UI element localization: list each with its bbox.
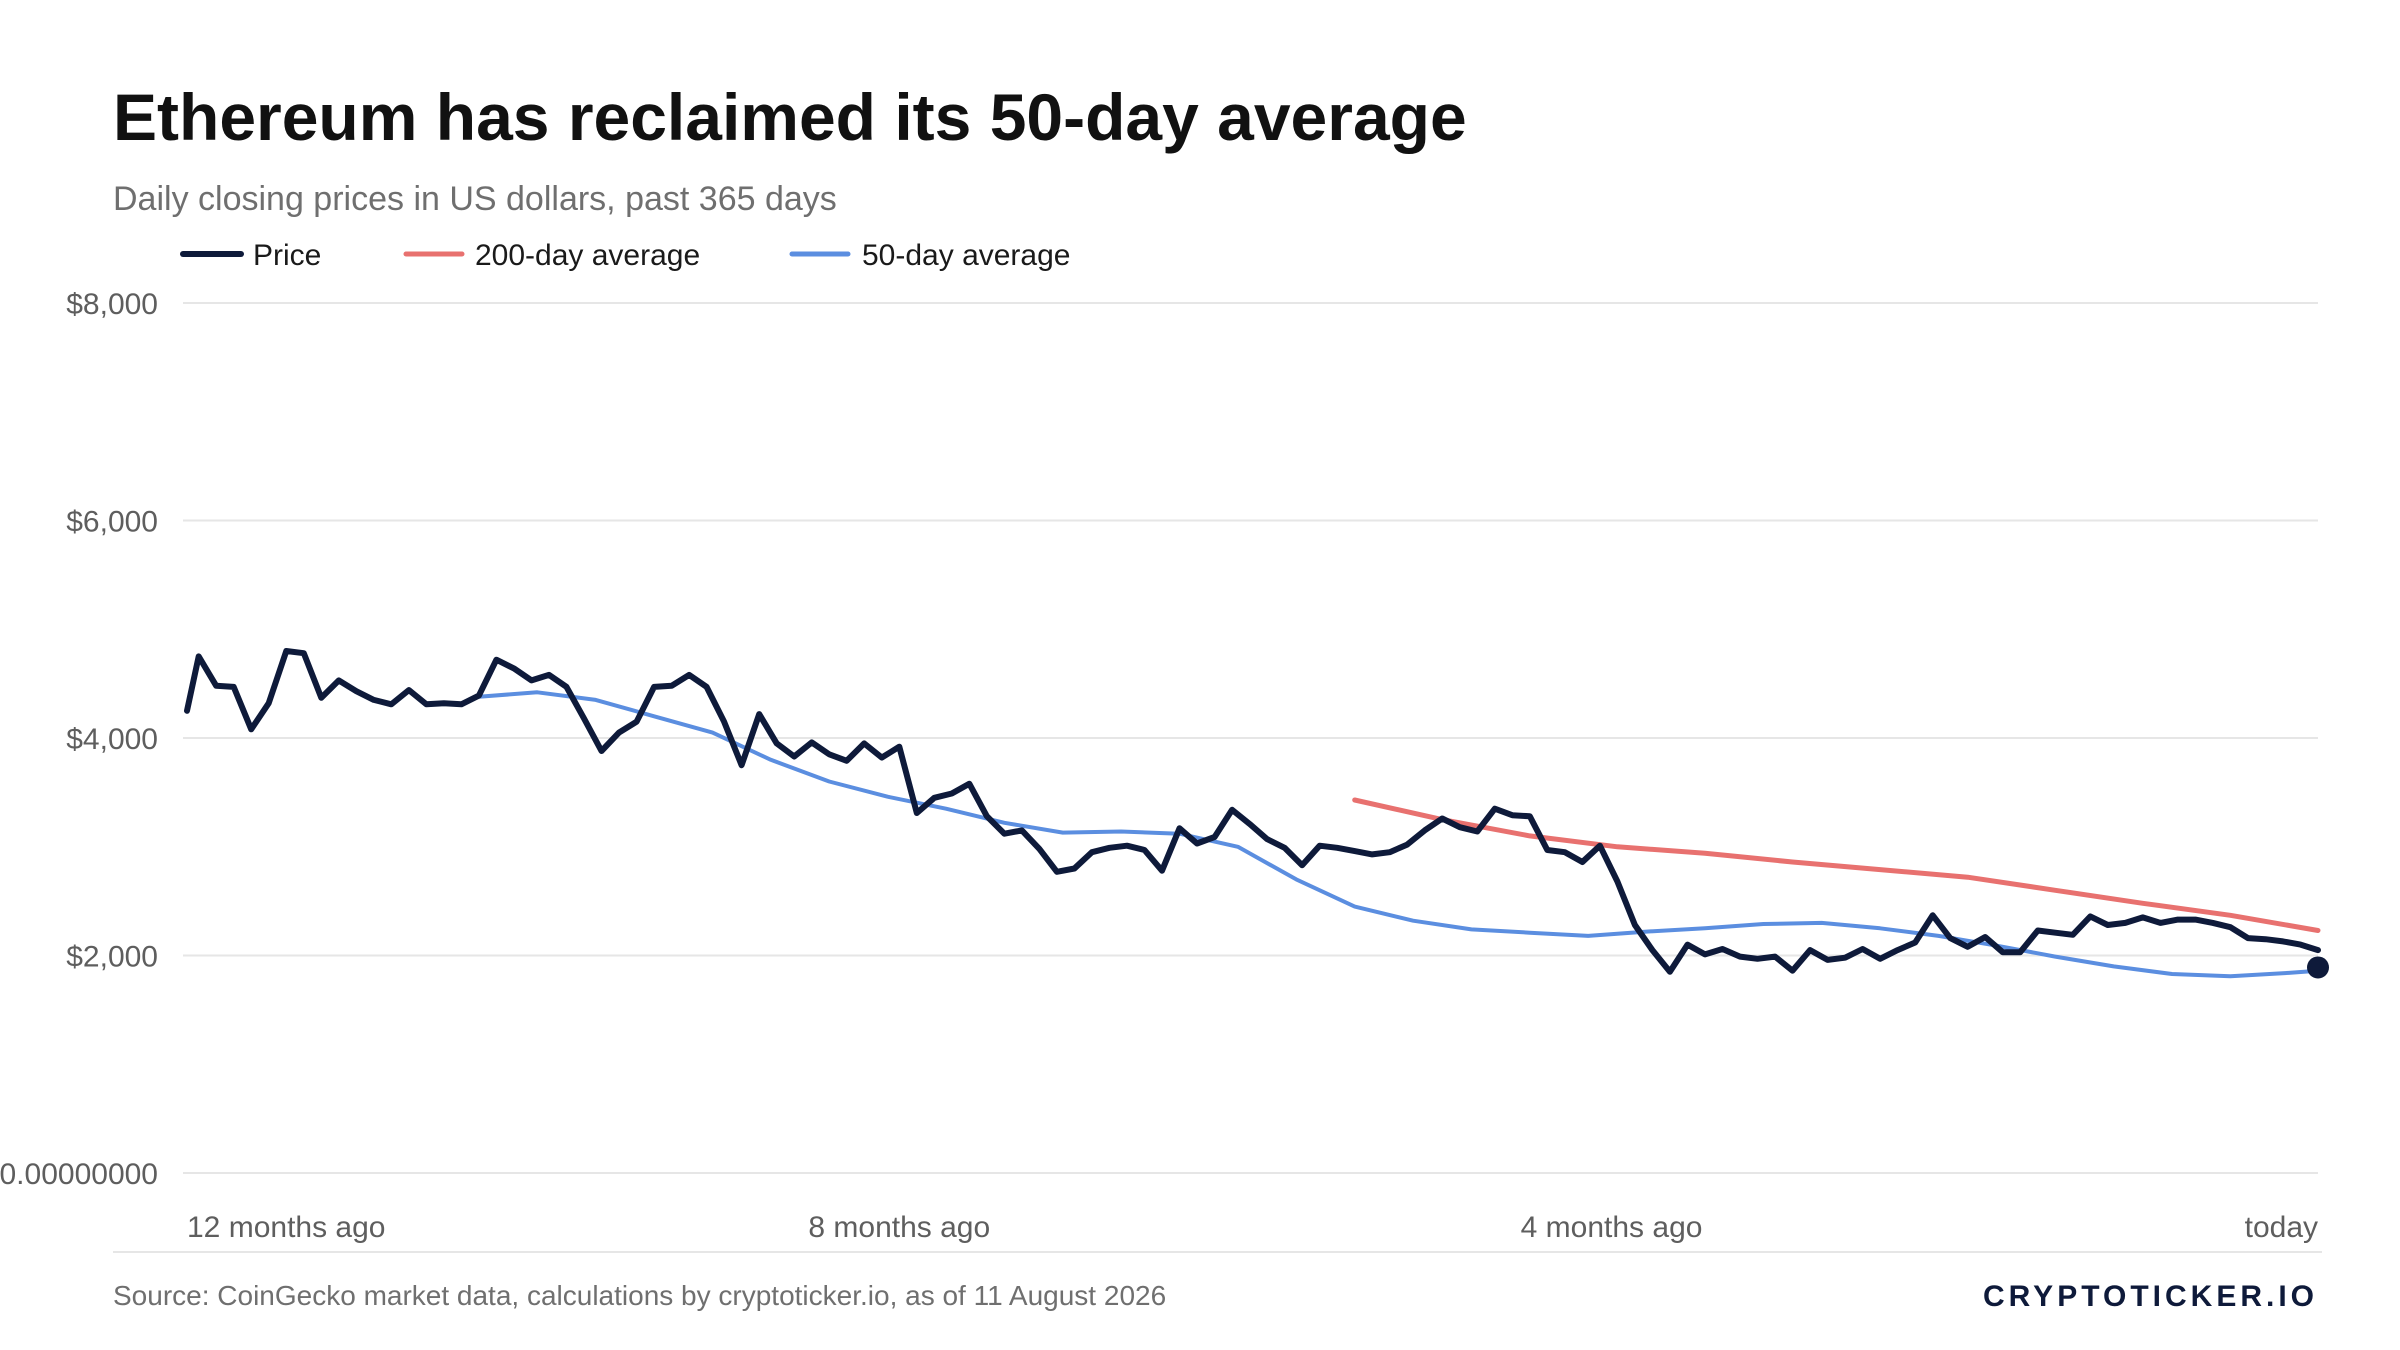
x-tick-label: 4 months ago bbox=[1521, 1211, 1703, 1244]
y-tick-label: $4,000 bbox=[66, 723, 158, 756]
legend-entry-50-day-average: 50-day average bbox=[789, 239, 1070, 272]
price-end-marker bbox=[2307, 956, 2329, 979]
legend-label-50-day-average: 50-day average bbox=[862, 239, 1070, 272]
y-axis-tick-labels: $8,000 $6,000 $4,000 $2,000 0.00000000 bbox=[0, 288, 158, 1191]
x-tick-label: 12 months ago bbox=[187, 1211, 385, 1244]
source-note: Source: CoinGecko market data, calculati… bbox=[113, 1280, 1166, 1311]
x-tick-label: 8 months ago bbox=[808, 1211, 990, 1244]
legend-label-price: Price bbox=[253, 239, 321, 272]
chart-title: Ethereum has reclaimed its 50-day averag… bbox=[113, 80, 1467, 154]
series-line-50-day-average bbox=[476, 690, 2320, 979]
legend-entry-200-day-average: 200-day average bbox=[403, 239, 700, 272]
chart-subtitle: Daily closing prices in US dollars, past… bbox=[113, 180, 837, 218]
y-tick-label: $6,000 bbox=[66, 506, 158, 539]
series-line-200-day-average bbox=[1352, 797, 2321, 933]
grid-lines bbox=[183, 302, 2318, 1174]
y-tick-label: $8,000 bbox=[66, 288, 158, 321]
x-tick-label: today bbox=[2245, 1211, 2318, 1244]
series-line-price bbox=[184, 648, 2321, 975]
legend-label-200-day-average: 200-day average bbox=[475, 239, 700, 272]
brand-logo: CRYPTOTICKER.IO bbox=[1983, 1280, 2318, 1313]
legend: Price 200-day average 50-day average bbox=[180, 239, 1070, 272]
y-tick-label: 0.00000000 bbox=[0, 1158, 158, 1191]
x-axis-tick-labels: 12 months ago 8 months ago 4 months ago tod… bbox=[187, 1211, 2318, 1244]
y-tick-label: $2,000 bbox=[66, 941, 158, 974]
legend-entry-price: Price bbox=[180, 239, 321, 272]
